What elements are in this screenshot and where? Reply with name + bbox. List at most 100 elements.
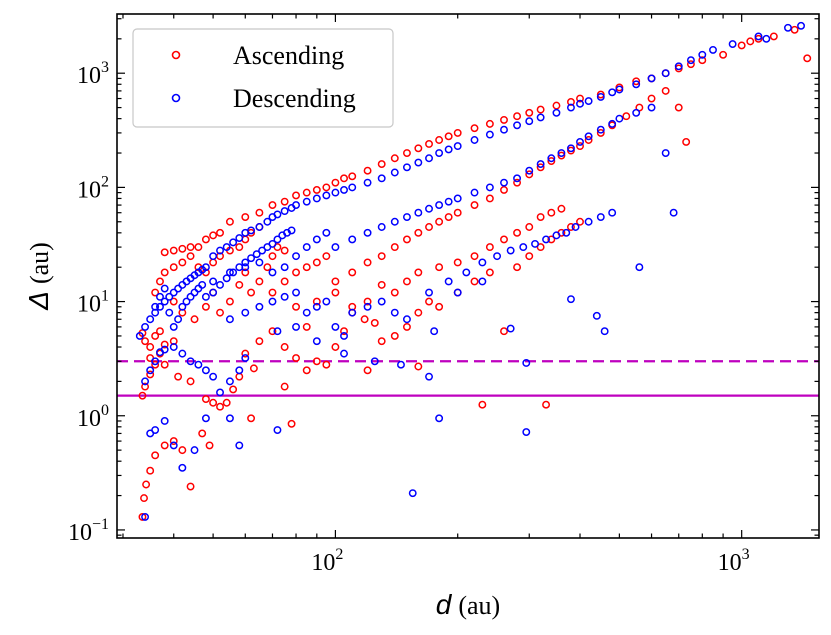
data-point [169, 288, 178, 297]
data-point [584, 136, 593, 144]
data-point [151, 357, 160, 366]
data-point [536, 213, 545, 221]
plot-frame [116, 13, 820, 539]
data-point [241, 213, 250, 221]
data-point [205, 441, 214, 450]
data-point [478, 258, 487, 267]
data-point [160, 417, 169, 425]
data-point [178, 463, 187, 472]
data-point [698, 56, 707, 65]
data-point [151, 426, 160, 434]
data-point [225, 377, 234, 386]
data-point [525, 252, 534, 261]
data-point [160, 441, 169, 450]
data-point [201, 414, 210, 423]
data-point [252, 250, 261, 259]
legend-label-ascending: Ascending [233, 41, 344, 70]
data-point [302, 263, 311, 272]
data-point [169, 297, 178, 306]
data-point [363, 258, 372, 267]
data-point [322, 297, 331, 306]
data-point [674, 103, 683, 112]
data-point [500, 235, 508, 244]
data-point [348, 183, 357, 192]
data-point [302, 243, 311, 252]
data-point [331, 322, 340, 331]
data-point [255, 258, 264, 267]
data-point [216, 308, 224, 317]
data-point [525, 166, 534, 175]
data-point [140, 494, 148, 503]
data-point [340, 349, 348, 358]
data-point [425, 140, 433, 148]
data-point [287, 419, 296, 428]
data-point [160, 268, 169, 277]
data-point [790, 25, 799, 34]
data-point [536, 163, 545, 172]
data-point [576, 217, 584, 226]
data-point [444, 132, 453, 141]
data-point [444, 213, 453, 221]
data-point [728, 40, 737, 49]
data-point [506, 324, 515, 333]
data-point [513, 178, 522, 187]
data-point [190, 315, 199, 324]
data-point [500, 185, 508, 194]
data-point [280, 382, 289, 391]
legend-marker-descending [171, 93, 181, 103]
data-point [302, 197, 311, 206]
data-point [142, 480, 151, 489]
data-point [280, 197, 289, 206]
y-axis-label: Δ(au) [23, 242, 54, 311]
series-descending [135, 21, 805, 521]
data-point [249, 364, 258, 373]
data-point [255, 208, 264, 217]
data-point [682, 138, 691, 146]
data-point [229, 385, 238, 394]
data-point [322, 228, 331, 237]
data-point [363, 302, 372, 311]
data-point [506, 246, 515, 255]
data-point [209, 398, 218, 407]
data-point [784, 23, 792, 32]
data-point [414, 362, 423, 371]
data-point [435, 263, 444, 272]
data-point [201, 235, 210, 244]
data-point [141, 377, 150, 386]
data-point [500, 178, 508, 187]
data-point [201, 292, 210, 301]
data-point [156, 327, 164, 336]
data-point [280, 292, 289, 301]
data-point [331, 288, 340, 297]
data-point [557, 149, 566, 157]
data-point [209, 372, 218, 381]
data-point [403, 235, 411, 244]
data-point [500, 115, 508, 124]
data-point [312, 297, 321, 306]
data-point [235, 441, 244, 450]
data-point [151, 302, 160, 311]
data-point [201, 366, 210, 375]
data-point [255, 302, 264, 311]
data-point [698, 50, 707, 59]
data-point [803, 54, 812, 63]
data-point [647, 94, 656, 103]
data-point [425, 223, 433, 231]
data-point [135, 332, 144, 340]
axis-ticks [117, 14, 819, 538]
data-point [241, 268, 250, 277]
data-point [186, 252, 195, 261]
data-point [493, 252, 502, 261]
data-point [596, 92, 605, 101]
data-point [268, 297, 277, 306]
data-point [425, 288, 433, 297]
data-point [377, 252, 386, 261]
data-point [186, 243, 195, 252]
data-point [312, 194, 321, 203]
data-point [397, 360, 405, 369]
data-point [435, 302, 444, 311]
data-point [160, 284, 169, 293]
data-point [444, 145, 453, 154]
data-point [390, 288, 399, 297]
